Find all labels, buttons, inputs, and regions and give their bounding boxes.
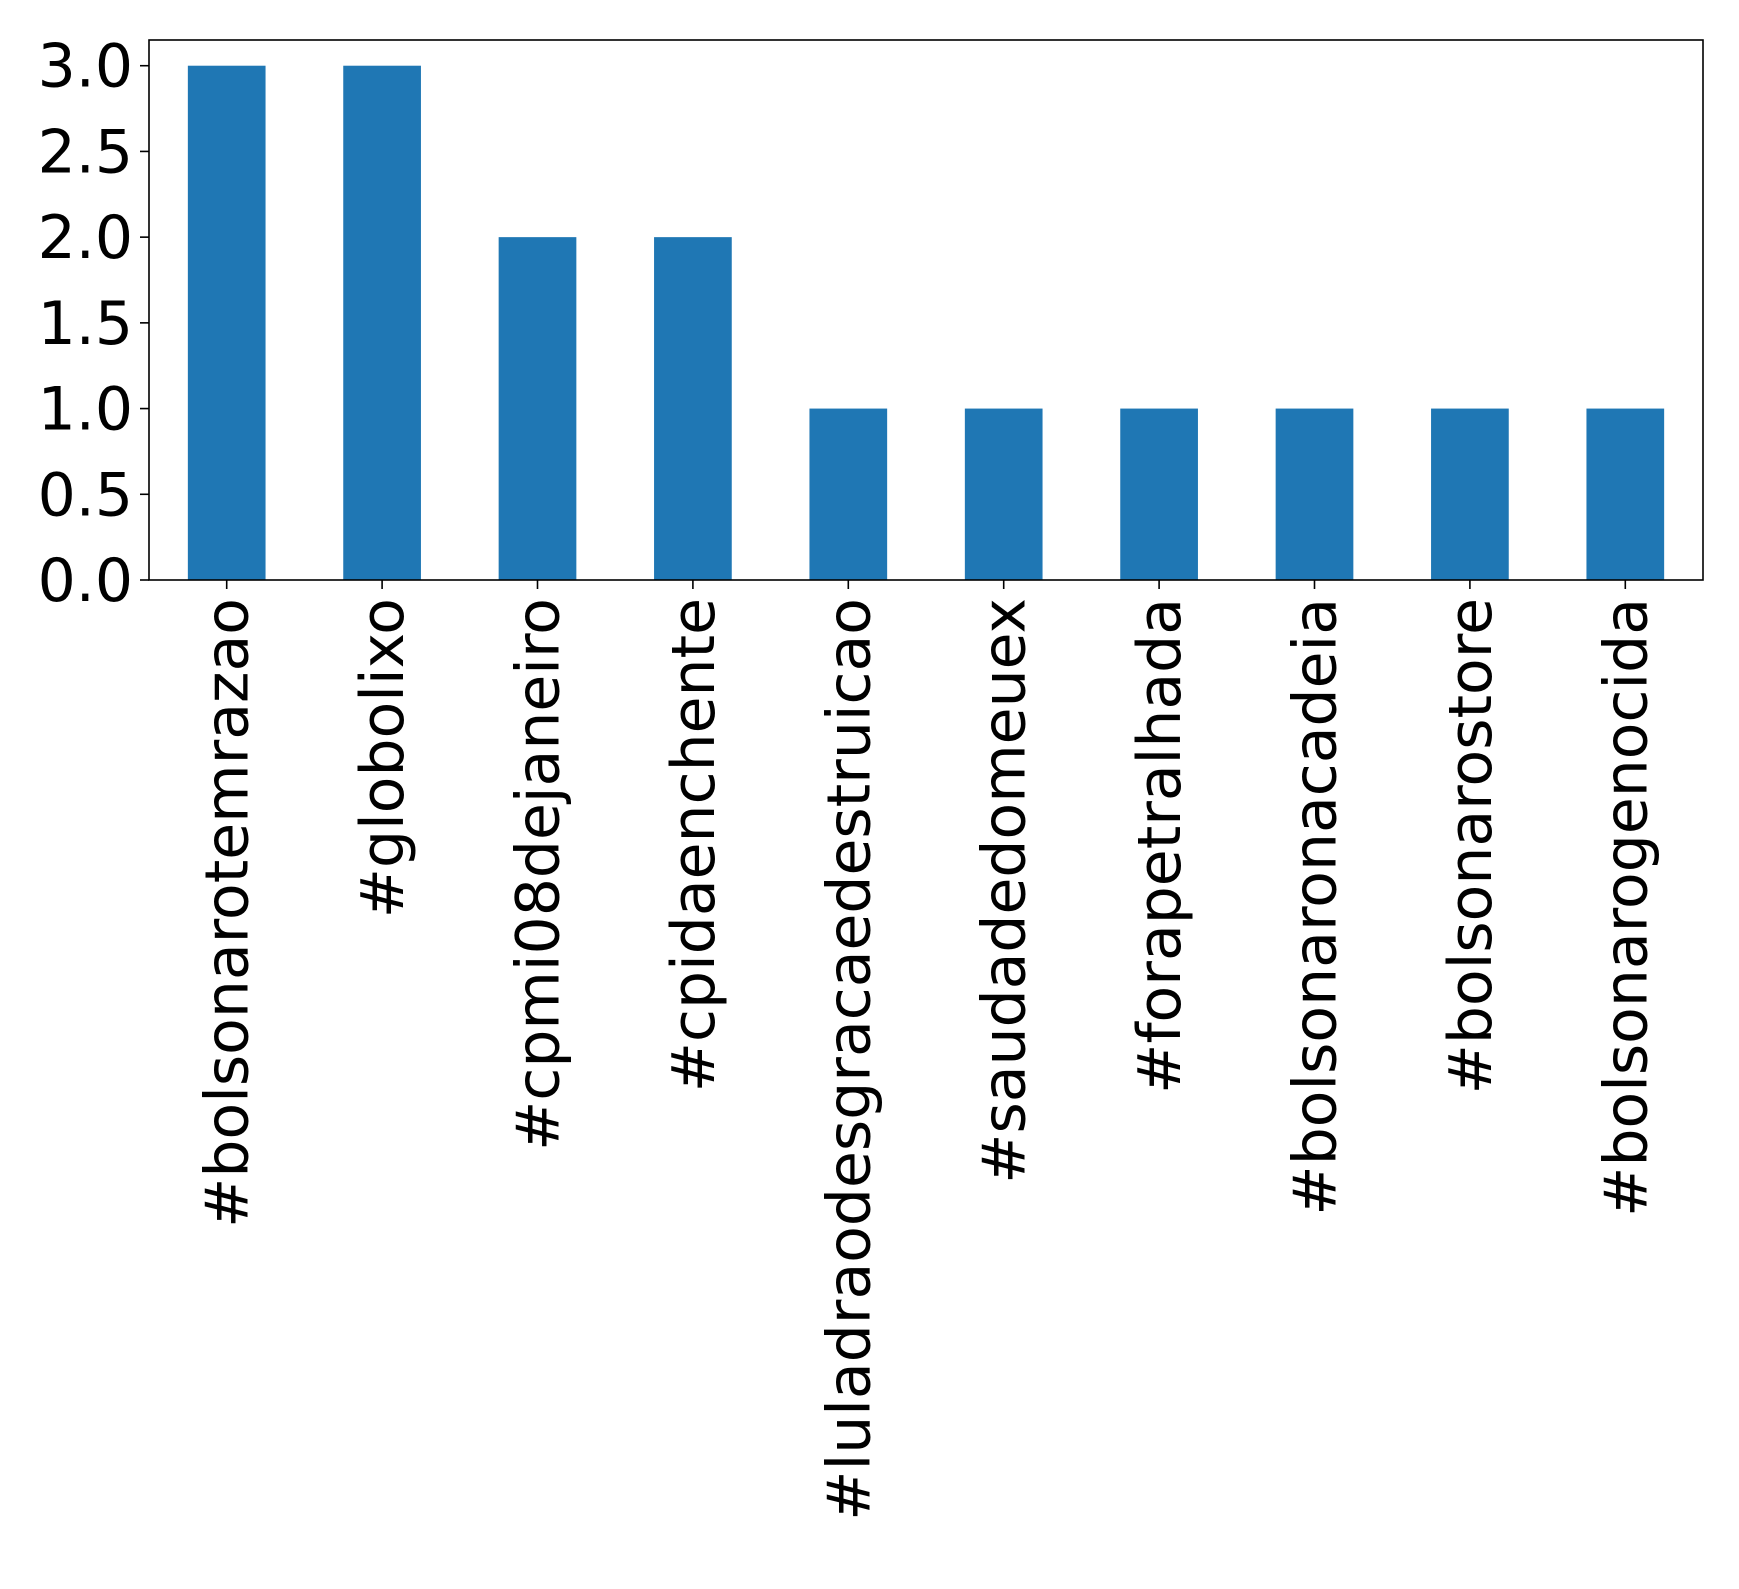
y-tick-label: 1.0 [38,375,133,445]
bar-8 [1431,408,1509,580]
y-tick-label: 2.0 [38,203,133,273]
bar-5 [964,408,1043,580]
bars-group [187,65,1665,580]
x-tick-label: #bolsonarostore [1436,598,1506,1094]
y-tick-label: 1.5 [38,289,133,359]
x-tick-label: #globolixo [348,598,418,918]
y-tick-label: 0.0 [38,546,133,616]
y-tick-label: 2.5 [38,117,133,187]
x-tick-label: #bolsonarotemrazao [193,598,263,1228]
bar-0 [187,65,266,580]
bar-7 [1275,408,1354,580]
x-tick-label: #luladraodesgracaedestruicao [814,598,884,1521]
y-tick-label: 3.0 [38,32,133,102]
x-tick-label: #bolsonarogenocida [1591,598,1661,1217]
plot-frame [148,39,1704,581]
bar-2 [498,237,577,580]
bar-9 [1586,408,1665,580]
x-tick-label: #bolsonaronacadeia [1281,598,1351,1216]
x-tick-label: #forapetralhada [1125,598,1195,1094]
bar-3 [654,237,732,580]
bar-4 [809,408,888,580]
bar-1 [343,65,421,580]
bar-6 [1120,408,1198,580]
x-tick-label: #cpidaenchente [659,598,729,1092]
y-tick-label: 0.5 [38,460,133,530]
y-axis: 0.0 0.5 1.0 1.5 2.0 2.5 3.0 [38,32,149,616]
x-axis: #bolsonarotemrazao #globolixo #cpmi08dejan… [193,580,1661,1521]
x-tick-label: #cpmi08dejaneiro [504,598,574,1151]
x-tick-label: #saudadedomeuex [970,598,1040,1184]
